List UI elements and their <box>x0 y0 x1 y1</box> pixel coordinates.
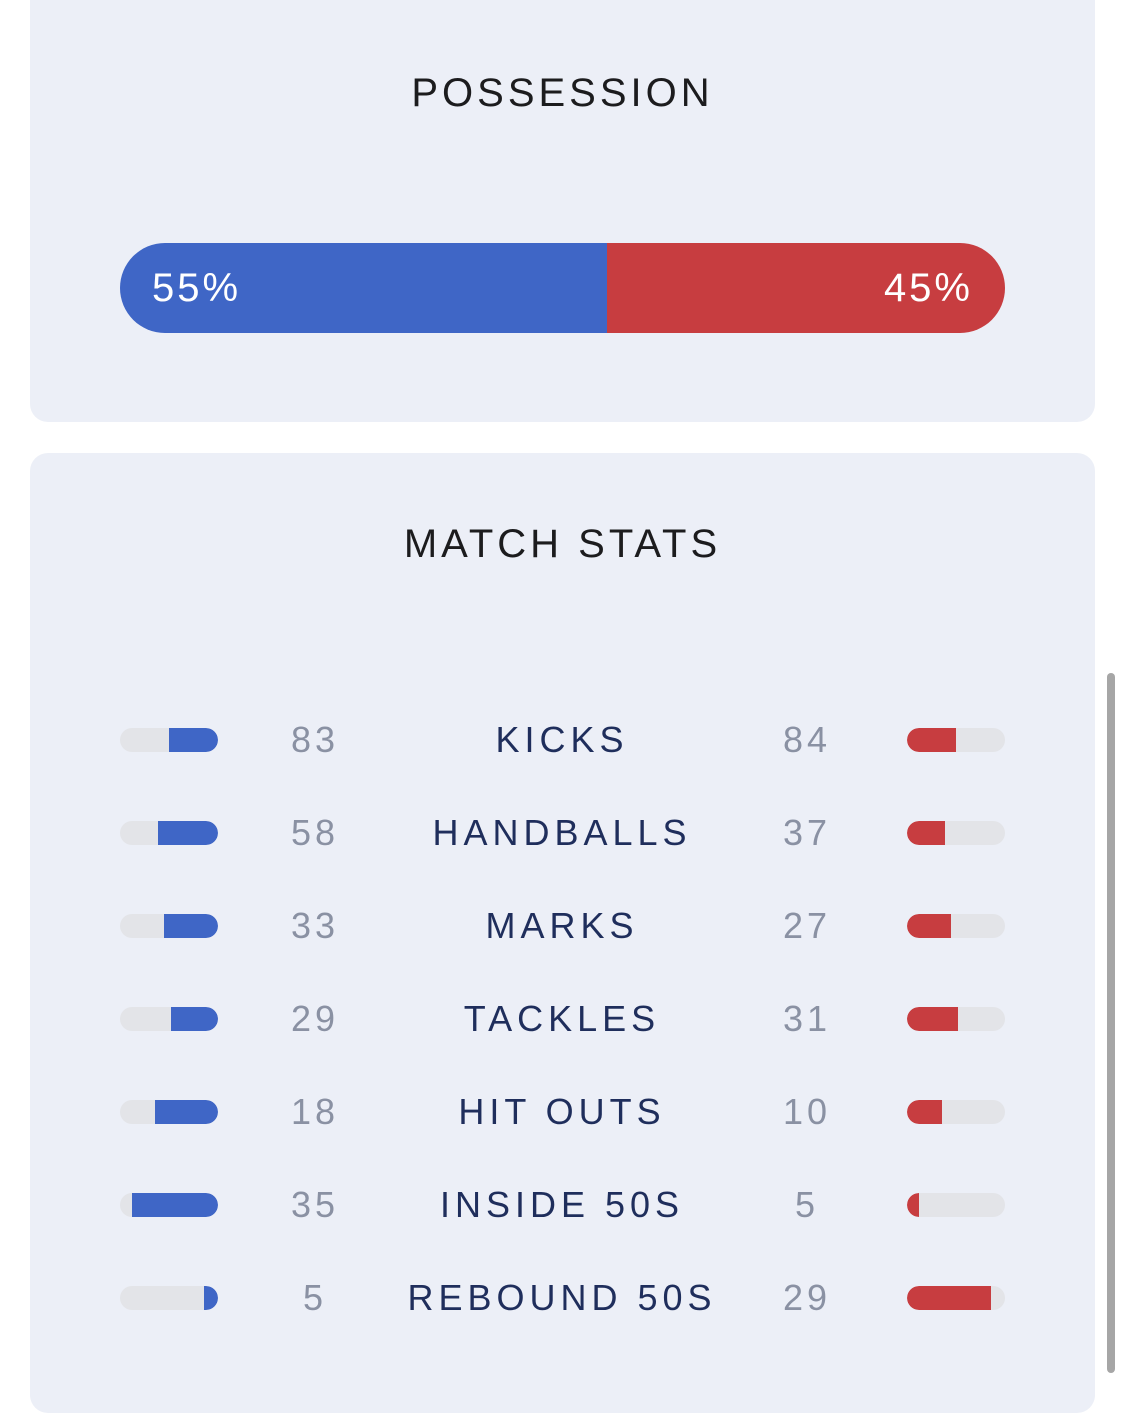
home-stat-value: 18 <box>290 1091 340 1132</box>
stat-row-rebound-50s: 5 REBOUND 50S 29 <box>30 1268 1095 1328</box>
home-stat-value: 33 <box>290 905 340 946</box>
home-stat-bar-fill <box>203 1286 218 1310</box>
stat-label: MARKS <box>485 905 639 946</box>
away-stat-value: 31 <box>782 998 832 1039</box>
home-stat-bar <box>120 728 218 752</box>
home-stat-bar-fill <box>164 914 218 938</box>
home-stat-bar-fill <box>155 1100 218 1124</box>
possession-home-label: 55% <box>152 266 242 310</box>
away-stat-bar <box>907 1007 1005 1031</box>
away-stat-bar <box>907 1193 1005 1217</box>
away-stat-bar-fill <box>907 821 946 845</box>
away-stat-value: 5 <box>794 1184 820 1225</box>
home-stat-bar <box>120 914 218 938</box>
stat-label: INSIDE 50S <box>439 1184 685 1225</box>
home-stat-value: 29 <box>290 998 340 1039</box>
possession-home-segment: 55% <box>120 243 607 333</box>
away-stat-bar-fill <box>907 728 956 752</box>
possession-card: POSSESSION 55% 45% <box>30 0 1095 422</box>
home-stat-value: 35 <box>290 1184 340 1225</box>
stat-label: REBOUND 50S <box>407 1277 717 1318</box>
possession-away-segment: 45% <box>606 243 1005 333</box>
away-stat-value: 27 <box>782 905 832 946</box>
away-stat-bar-fill <box>907 1100 943 1124</box>
home-stat-bar-fill <box>158 821 218 845</box>
home-stat-bar-fill <box>132 1193 218 1217</box>
home-stat-bar <box>120 1100 218 1124</box>
away-stat-bar-fill <box>907 914 952 938</box>
stat-row-handballs: 58 HANDBALLS 37 <box>30 803 1095 863</box>
possession-bar: 55% 45% <box>120 243 1005 333</box>
home-stat-bar <box>120 821 218 845</box>
home-stat-bar <box>120 1286 218 1310</box>
away-stat-bar-fill <box>907 1286 991 1310</box>
away-stat-value: 37 <box>782 812 832 853</box>
away-stat-value: 10 <box>782 1091 832 1132</box>
stat-row-tackles: 29 TACKLES 31 <box>30 989 1095 1049</box>
stat-label: HIT OUTS <box>458 1091 666 1132</box>
home-stat-bar <box>120 1007 218 1031</box>
stat-row-inside-50s: 35 INSIDE 50S 5 <box>30 1175 1095 1235</box>
stat-label: KICKS <box>495 719 629 760</box>
stat-row-hit-outs: 18 HIT OUTS 10 <box>30 1082 1095 1142</box>
away-stat-bar-fill <box>907 1193 920 1217</box>
home-stat-bar <box>120 1193 218 1217</box>
stat-row-marks: 33 MARKS 27 <box>30 896 1095 956</box>
away-stat-bar <box>907 728 1005 752</box>
home-stat-value: 58 <box>290 812 340 853</box>
stat-label: HANDBALLS <box>432 812 692 853</box>
home-stat-value: 5 <box>302 1277 328 1318</box>
scrollbar[interactable] <box>1107 673 1115 1373</box>
match-stats-title: MATCH STATS <box>403 522 722 566</box>
home-stat-bar-fill <box>170 1007 218 1031</box>
match-stats-card: MATCH STATS 83 KICKS 84 58 HANDBALLS 37 … <box>30 453 1095 1413</box>
away-stat-bar <box>907 1100 1005 1124</box>
possession-away-label: 45% <box>883 266 973 310</box>
away-stat-bar <box>907 914 1005 938</box>
away-stat-bar-fill <box>907 1007 958 1031</box>
away-stat-value: 29 <box>782 1277 832 1318</box>
away-stat-value: 84 <box>782 719 832 760</box>
stat-label: TACKLES <box>463 998 661 1039</box>
possession-title: POSSESSION <box>411 71 714 115</box>
home-stat-value: 83 <box>290 719 340 760</box>
stat-row-kicks: 83 KICKS 84 <box>30 710 1095 770</box>
home-stat-bar-fill <box>169 728 218 752</box>
away-stat-bar <box>907 1286 1005 1310</box>
away-stat-bar <box>907 821 1005 845</box>
